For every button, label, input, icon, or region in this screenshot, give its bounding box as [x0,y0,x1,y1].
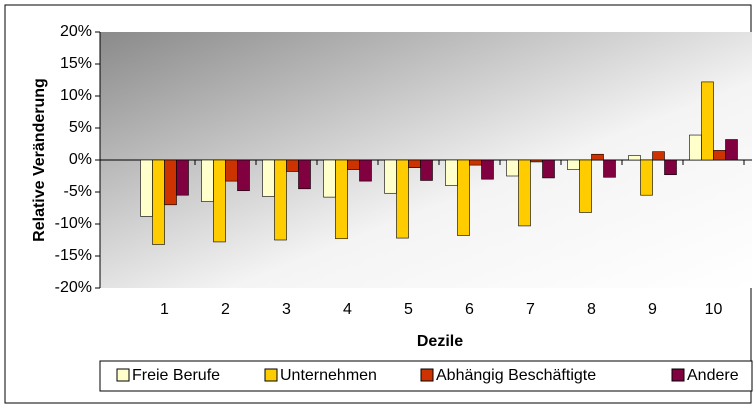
x-tick-label: 4 [343,301,352,318]
legend-label: Unternehmen [280,367,377,384]
bar [152,159,165,245]
bar [347,159,360,170]
bar [323,159,336,198]
y-tick-label: 15% [60,55,92,72]
bar [701,81,714,161]
bar [164,159,177,206]
bar [469,159,482,166]
bar [201,159,214,202]
y-tick-label: -5% [64,183,92,200]
bar [140,159,153,217]
bar [689,134,702,161]
legend-swatch [671,368,685,382]
bar [298,159,311,190]
legend-swatch [116,368,130,382]
x-tick-label: 9 [648,301,657,318]
bar [579,159,592,213]
y-tick-label: 20% [60,23,92,40]
bar [176,159,189,196]
y-tick-label: -10% [55,215,92,232]
bar [335,159,348,240]
bar [420,159,433,181]
x-tick-label: 8 [587,301,596,318]
bar [457,159,470,236]
bar [518,159,531,227]
y-tick-label: -15% [55,247,92,264]
bar [237,159,250,192]
bar [262,159,275,197]
x-tick-label: 1 [160,301,169,318]
y-tick-label: 5% [69,119,92,136]
legend-label: Freie Berufe [132,367,220,384]
bar [481,159,494,180]
legend-label: Andere [687,367,739,384]
x-tick-label: 3 [282,301,291,318]
y-tick-label: 0% [69,151,92,168]
bar [286,159,299,172]
bar [603,159,616,178]
bar [664,159,677,176]
bar [530,159,543,163]
bar [567,159,580,170]
x-tick-label: 5 [404,301,413,318]
bar [713,150,726,161]
bar [359,159,372,182]
bar [725,139,738,161]
legend-swatch [420,368,434,382]
x-axis-label: Dezile [417,333,463,350]
bar [506,159,519,177]
x-tick-label: 7 [526,301,535,318]
bar [225,159,238,182]
bar [591,153,604,161]
bar [652,151,665,161]
x-tick-label: 10 [705,301,723,318]
bar [640,159,653,196]
y-axis-label: Relative Veränderung [31,78,48,242]
bar [274,159,287,241]
legend-label: Abhängig Beschäftigte [436,367,596,384]
bar [384,159,397,194]
x-tick-label: 2 [221,301,230,318]
bar [628,155,641,161]
legend-swatch [264,368,278,382]
bar [396,159,409,239]
y-tick-label: -20% [55,279,92,296]
bar [408,159,421,168]
bar [542,159,555,179]
y-tick-label: 10% [60,87,92,104]
bar [213,159,226,243]
x-tick-label: 6 [465,301,474,318]
bar [445,159,458,186]
